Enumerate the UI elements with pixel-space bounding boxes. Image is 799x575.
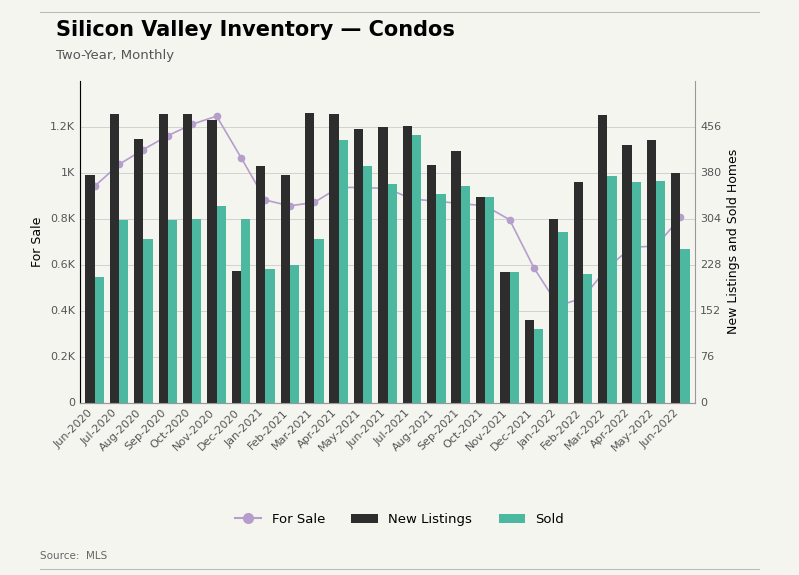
Bar	[339, 140, 348, 402]
Bar	[305, 113, 314, 402]
Bar	[109, 114, 119, 402]
For Sale	[285, 202, 295, 209]
Bar	[656, 181, 666, 402]
For Sale	[212, 113, 221, 120]
For Sale	[627, 244, 637, 251]
Bar	[525, 320, 534, 402]
For Sale	[114, 161, 124, 168]
Bar	[119, 220, 129, 402]
Bar	[134, 139, 143, 402]
Legend: For Sale, New Listings, Sold: For Sale, New Listings, Sold	[229, 508, 570, 531]
Bar	[158, 114, 168, 402]
Bar	[94, 277, 104, 402]
Bar	[451, 151, 461, 402]
Bar	[354, 129, 363, 402]
Text: Silicon Valley Inventory — Condos: Silicon Valley Inventory — Condos	[56, 20, 455, 40]
For Sale	[237, 154, 246, 161]
Bar	[485, 197, 495, 402]
For Sale	[309, 199, 319, 206]
For Sale	[358, 184, 368, 191]
Bar	[559, 232, 567, 402]
Bar	[403, 126, 412, 402]
Bar	[549, 218, 559, 402]
For Sale	[578, 294, 587, 301]
Bar	[671, 172, 681, 402]
Bar	[646, 140, 656, 402]
For Sale	[554, 302, 563, 309]
Bar	[217, 206, 226, 402]
Bar	[193, 218, 201, 402]
For Sale	[602, 264, 612, 271]
Text: Two-Year, Monthly: Two-Year, Monthly	[56, 49, 174, 62]
Bar	[598, 115, 607, 402]
Bar	[582, 274, 592, 402]
Bar	[534, 329, 543, 402]
Bar	[574, 182, 582, 402]
For Sale	[480, 202, 490, 209]
For Sale	[529, 264, 539, 271]
For Sale	[334, 184, 344, 191]
Bar	[461, 186, 470, 402]
For Sale	[676, 214, 686, 221]
Bar	[436, 194, 446, 402]
Bar	[85, 175, 94, 402]
Bar	[622, 145, 632, 402]
Bar	[632, 182, 641, 402]
Bar	[232, 271, 241, 402]
For Sale	[431, 198, 441, 205]
For Sale	[505, 216, 515, 223]
For Sale	[456, 200, 466, 207]
Bar	[607, 176, 617, 402]
Bar	[681, 249, 690, 402]
Text: Source:  MLS: Source: MLS	[40, 551, 107, 561]
Y-axis label: New Listings and Sold Homes: New Listings and Sold Homes	[727, 149, 740, 334]
Line: For Sale: For Sale	[91, 113, 684, 309]
Bar	[183, 114, 193, 402]
Bar	[363, 166, 372, 402]
Bar	[168, 220, 177, 402]
For Sale	[407, 196, 417, 202]
Bar	[314, 239, 324, 402]
Bar	[329, 114, 339, 402]
Bar	[412, 135, 421, 402]
For Sale	[383, 185, 392, 192]
Bar	[256, 166, 265, 402]
For Sale	[163, 132, 173, 139]
For Sale	[260, 197, 270, 204]
Y-axis label: For Sale: For Sale	[31, 216, 45, 267]
Bar	[143, 239, 153, 402]
For Sale	[138, 146, 148, 153]
For Sale	[188, 121, 197, 128]
For Sale	[651, 243, 661, 250]
Bar	[265, 269, 275, 402]
Bar	[241, 218, 250, 402]
Bar	[510, 272, 519, 402]
Bar	[378, 127, 388, 402]
Bar	[476, 197, 485, 402]
Bar	[427, 164, 436, 402]
Bar	[208, 120, 217, 402]
For Sale	[89, 183, 99, 190]
Bar	[280, 175, 290, 402]
Bar	[290, 264, 299, 402]
Bar	[500, 272, 510, 402]
Bar	[388, 184, 397, 402]
